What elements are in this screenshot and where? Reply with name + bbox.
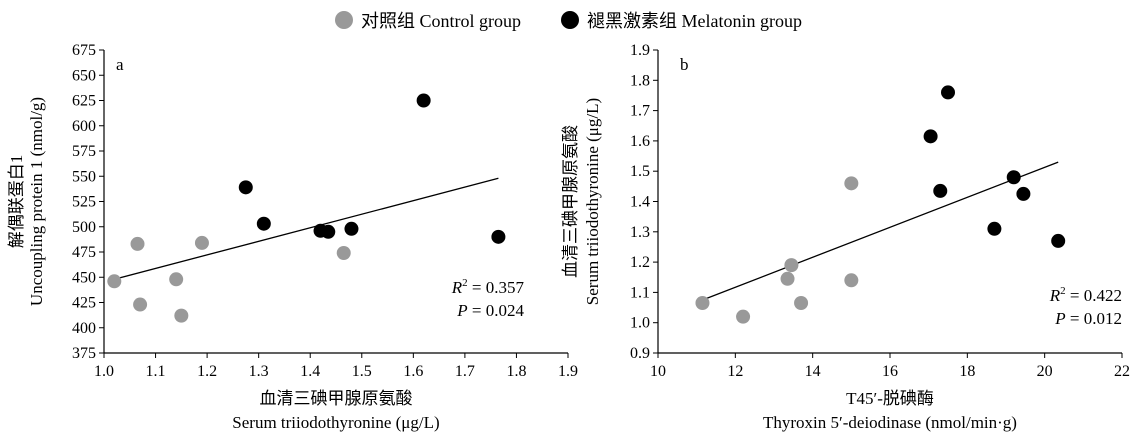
data-point-control bbox=[844, 176, 859, 191]
data-point-melatonin bbox=[1016, 186, 1031, 201]
y-tick-label: 1.4 bbox=[630, 194, 650, 211]
data-point-control bbox=[194, 235, 209, 250]
x-tick-label: 20 bbox=[1037, 363, 1053, 380]
data-point-control bbox=[794, 296, 809, 311]
stat-annotation: P = 0.012 bbox=[1054, 309, 1122, 328]
data-point-melatonin bbox=[1051, 233, 1066, 248]
y-tick-label: 1.8 bbox=[630, 72, 650, 89]
y-tick-label: 1.7 bbox=[630, 103, 650, 120]
y-axis-title: Uncoupling protein 1 (nmol/g) bbox=[27, 97, 46, 306]
stat-annotation: P = 0.024 bbox=[456, 301, 524, 320]
data-point-melatonin bbox=[941, 85, 955, 100]
x-tick-label: 1.6 bbox=[403, 363, 423, 380]
data-point-control bbox=[844, 273, 859, 288]
data-point-melatonin bbox=[491, 229, 506, 244]
data-point-melatonin bbox=[344, 221, 359, 236]
x-tick-label: 1.5 bbox=[352, 363, 372, 380]
panel-label: b bbox=[680, 55, 689, 74]
y-tick-label: 375 bbox=[72, 345, 96, 362]
stat-annotation: R2 = 0.422 bbox=[1049, 285, 1122, 305]
y-tick-label: 550 bbox=[72, 168, 96, 185]
legend-item-melatonin: 褪黑激素组 Melatonin group bbox=[561, 7, 802, 33]
x-tick-label: 10 bbox=[650, 363, 666, 380]
y-tick-label: 1.0 bbox=[630, 315, 650, 332]
data-point-melatonin bbox=[923, 129, 938, 144]
data-point-control bbox=[130, 236, 145, 251]
data-point-control bbox=[736, 309, 751, 324]
y-tick-label: 425 bbox=[72, 295, 96, 312]
panel-a: 375 400 425 450 475 500 525 550 575 600 625 650 675 1… bbox=[7, 42, 578, 432]
x-tick-label: 1.7 bbox=[455, 363, 475, 380]
y-tick-label: 1.2 bbox=[630, 254, 650, 271]
data-point-melatonin bbox=[1006, 170, 1021, 185]
x-tick-label: 1.3 bbox=[249, 363, 269, 380]
y-tick-label: 1.5 bbox=[630, 163, 650, 180]
x-tick-label: 1.2 bbox=[197, 363, 217, 380]
data-point-control bbox=[133, 297, 148, 312]
data-point-control bbox=[784, 258, 799, 273]
y-tick-label: 575 bbox=[72, 143, 96, 160]
data-point-melatonin bbox=[256, 216, 271, 231]
y-axis-title: 解偶联蛋白1 bbox=[7, 155, 26, 249]
y-tick-label: 1.3 bbox=[630, 224, 650, 241]
stat-annotation: R2 = 0.357 bbox=[451, 277, 525, 297]
y-tick-label: 400 bbox=[72, 320, 96, 337]
data-point-control bbox=[780, 271, 795, 286]
y-tick-label: 500 bbox=[72, 219, 96, 236]
y-tick-label: 625 bbox=[72, 93, 96, 110]
y-tick-label: 475 bbox=[72, 244, 96, 261]
x-axis-title: Thyroxin 5′-deiodinase (nmol/min·g) bbox=[763, 413, 1017, 432]
y-tick-label: 675 bbox=[72, 42, 96, 59]
x-tick-label: 14 bbox=[805, 363, 821, 380]
data-point-melatonin bbox=[416, 93, 431, 108]
x-tick-label: 1.4 bbox=[300, 363, 320, 380]
data-point-control bbox=[169, 272, 184, 287]
data-point-melatonin bbox=[987, 221, 1002, 236]
data-point-control bbox=[336, 246, 351, 261]
x-tick-label: 1.8 bbox=[506, 363, 526, 380]
y-tick-label: 1.1 bbox=[630, 284, 650, 301]
data-point-control bbox=[174, 308, 189, 323]
x-tick-label: 12 bbox=[727, 363, 743, 380]
x-tick-label: 22 bbox=[1114, 363, 1130, 380]
data-point-control bbox=[695, 296, 710, 311]
y-axis-title: 血清三碘甲腺原氨酸 bbox=[561, 125, 580, 278]
y-axis-title: Serum triiodothyronine (μg/L) bbox=[583, 98, 602, 305]
legend: 对照组 Control group 褪黑激素组 Melatonin group bbox=[0, 6, 1137, 34]
y-tick-label: 1.6 bbox=[630, 133, 650, 150]
x-axis-title: 血清三碘甲腺原氨酸 bbox=[260, 389, 413, 408]
data-point-melatonin bbox=[238, 180, 253, 195]
legend-marker-control bbox=[335, 11, 353, 29]
panel-label: a bbox=[116, 55, 124, 74]
legend-item-control: 对照组 Control group bbox=[335, 7, 521, 33]
x-tick-label: 16 bbox=[882, 363, 898, 380]
x-tick-label: 1.1 bbox=[146, 363, 166, 380]
panel-b: 0.9 1.0 1.1 1.2 1.3 1.4 1.5 1.6 1.7 1.8 1.9 10 12 14 1… bbox=[561, 42, 1130, 432]
x-axis-title: Serum triiodothyronine (μg/L) bbox=[232, 413, 439, 432]
regression-line bbox=[702, 161, 1059, 301]
y-tick-label: 1.9 bbox=[630, 42, 650, 59]
y-tick-label: 525 bbox=[72, 194, 96, 211]
data-point-control bbox=[107, 274, 122, 289]
legend-label-melatonin: 褪黑激素组 Melatonin group bbox=[587, 11, 802, 31]
legend-marker-melatonin bbox=[561, 11, 579, 29]
y-tick-label: 450 bbox=[72, 269, 96, 286]
x-axis-title: T45′-脱碘酶 bbox=[846, 389, 934, 408]
data-point-melatonin bbox=[321, 224, 336, 239]
data-point-melatonin bbox=[933, 183, 948, 198]
y-tick-label: 650 bbox=[72, 67, 96, 84]
y-tick-label: 0.9 bbox=[630, 345, 650, 362]
regression-line bbox=[114, 177, 499, 280]
x-tick-label: 1.0 bbox=[94, 363, 114, 380]
y-tick-label: 600 bbox=[72, 118, 96, 135]
x-tick-label: 1.9 bbox=[558, 363, 578, 380]
legend-label-control: 对照组 Control group bbox=[361, 11, 521, 31]
x-tick-label: 18 bbox=[959, 363, 975, 380]
